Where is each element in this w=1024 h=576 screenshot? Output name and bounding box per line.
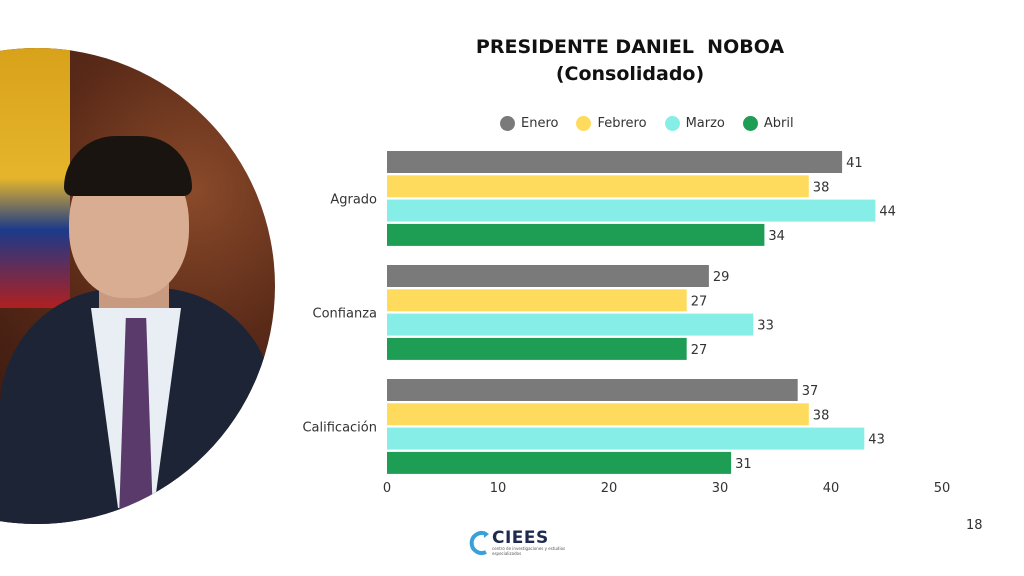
flag-background — [0, 48, 70, 308]
bar — [387, 265, 709, 287]
bar — [387, 289, 687, 312]
bar — [387, 337, 687, 360]
bar — [387, 313, 754, 336]
x-tick-label: 50 — [934, 481, 951, 496]
logo-name: CIEES — [492, 528, 549, 548]
chart-title-main: PRESIDENTE DANIEL NOBOA — [475, 36, 785, 58]
legend: Enero Febrero Marzo Abril — [500, 116, 794, 131]
bar — [387, 451, 732, 474]
category-label: Agrado — [330, 193, 377, 208]
data-label: 44 — [879, 205, 896, 220]
x-tick-label: 30 — [712, 481, 729, 496]
data-label: 29 — [713, 270, 730, 285]
category-label: Calificación — [302, 421, 377, 436]
x-tick-label: 20 — [601, 481, 618, 496]
logo-tagline: centro de investigaciones y estudios esp… — [492, 546, 566, 556]
x-tick-label: 0 — [383, 481, 391, 496]
data-label: 38 — [813, 408, 830, 423]
data-label: 43 — [868, 433, 885, 448]
legend-swatch — [742, 116, 758, 131]
logo-arrow-icon — [469, 531, 489, 555]
legend-swatch — [500, 116, 515, 131]
legend-swatch — [664, 116, 680, 131]
legend-label: Enero — [521, 116, 559, 131]
x-tick-label: 40 — [823, 481, 840, 496]
legend-item: Marzo — [664, 116, 725, 131]
legend-item: Enero — [500, 116, 558, 131]
ciees-logo: CIEES centro de investigaciones y estudi… — [468, 530, 582, 556]
data-label: 31 — [735, 457, 752, 472]
data-label: 38 — [813, 180, 830, 195]
page-number: 18 — [966, 518, 983, 533]
bar — [387, 379, 798, 401]
bar — [387, 151, 843, 173]
hair — [64, 136, 192, 196]
chart-title: PRESIDENTE DANIEL NOBOA (Consolidado) — [430, 34, 830, 88]
x-tick-label: 10 — [490, 481, 507, 496]
data-label: 27 — [691, 294, 708, 309]
data-label: 27 — [691, 343, 708, 358]
data-label: 37 — [802, 384, 819, 399]
category-label: Confianza — [313, 307, 377, 322]
legend-label: Febrero — [597, 116, 647, 131]
legend-item: Febrero — [576, 116, 647, 131]
bar — [387, 199, 876, 222]
data-label: 34 — [768, 229, 785, 244]
legend-label: Abril — [763, 116, 794, 131]
bar — [387, 403, 809, 426]
legend-label: Marzo — [685, 116, 725, 131]
chart-subtitle: (Consolidado) — [555, 63, 705, 85]
legend-swatch — [576, 116, 592, 131]
data-label: 41 — [846, 156, 863, 171]
legend-item: Abril — [742, 116, 794, 131]
bar — [387, 427, 865, 450]
data-label: 33 — [757, 319, 774, 334]
bar — [387, 175, 809, 198]
bar — [387, 223, 765, 246]
